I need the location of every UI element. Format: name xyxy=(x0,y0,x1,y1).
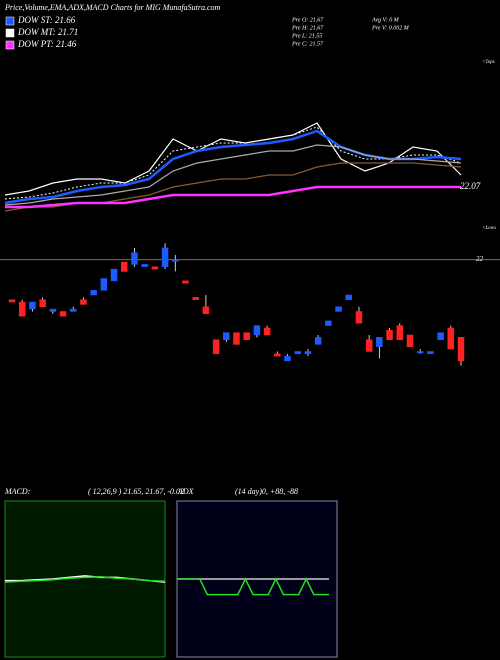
info-text: Pre H: 21.67 xyxy=(291,25,324,31)
candle-body xyxy=(396,325,404,340)
lows-label: <Lows xyxy=(482,226,496,231)
line-signal xyxy=(4,575,166,583)
info-text: Pre V: 0.002 M xyxy=(371,25,410,31)
candle-body xyxy=(233,332,240,345)
candle-body xyxy=(202,306,210,315)
info-text: Pre O: 21.67 xyxy=(291,17,324,23)
candle-body xyxy=(304,351,312,355)
macd-panel xyxy=(4,500,166,658)
candle-body xyxy=(314,337,322,345)
candle-body xyxy=(416,351,424,354)
candle-body xyxy=(223,332,230,340)
candle-body xyxy=(80,299,87,305)
candle-body xyxy=(29,301,36,310)
legend-swatch xyxy=(5,16,15,26)
legend-label: DOW MT: 21.71 xyxy=(17,27,78,37)
candle-body xyxy=(100,278,108,291)
candle-body xyxy=(59,311,67,317)
candle-body xyxy=(406,334,414,348)
candle-body xyxy=(90,290,97,296)
candle-body xyxy=(110,268,118,282)
candle-body xyxy=(284,355,291,362)
candle-body xyxy=(447,327,455,350)
info-text: Pre L: 21.55 xyxy=(291,33,322,39)
candle-body xyxy=(386,330,393,340)
candle-body xyxy=(182,280,189,284)
candle-body xyxy=(212,339,220,355)
line-ema-short xyxy=(4,126,462,200)
chart-title: Price,Volume,EMA,ADX,MACD Charts for MIG… xyxy=(4,3,221,12)
candle-body xyxy=(355,311,363,324)
candle-body xyxy=(192,297,199,300)
candle-body xyxy=(365,339,373,352)
line-price xyxy=(4,122,462,196)
candle-body xyxy=(243,332,250,340)
info-text: Avg V: 0 M xyxy=(371,17,400,23)
candle-body xyxy=(345,294,352,300)
candle-body xyxy=(263,327,271,336)
candle-body xyxy=(18,301,26,317)
adx-params: (14 day)0, +88, -88 xyxy=(235,487,298,496)
candle-body xyxy=(121,261,128,272)
price-label: 22.07 xyxy=(460,181,481,191)
candle-body xyxy=(161,247,169,268)
candle-body xyxy=(427,351,434,355)
legend-label: DOW ST: 21.66 xyxy=(17,15,76,25)
candle-body xyxy=(151,266,159,270)
line-ema-long xyxy=(4,144,462,206)
candle-body xyxy=(457,337,465,362)
candle-body xyxy=(49,308,57,312)
candle-body xyxy=(437,332,444,340)
candle-body xyxy=(172,259,179,262)
macd-params: ( 12,26,9 ) 21.65, 21.67, -0.02 xyxy=(88,487,184,496)
candle-body xyxy=(253,325,261,336)
candle-body xyxy=(335,306,342,312)
macd-title: MACD: xyxy=(4,487,31,496)
candle-body xyxy=(69,308,77,312)
candle-body xyxy=(131,252,138,265)
candle-body xyxy=(294,351,301,355)
candle-body xyxy=(325,320,332,326)
tops-label: <Tops xyxy=(482,60,495,65)
legend-swatch xyxy=(5,40,15,50)
info-text: Pre C: 21.57 xyxy=(291,41,324,47)
level-label: 22 xyxy=(476,255,484,263)
candle-body xyxy=(376,337,383,348)
line-dow-pt xyxy=(5,185,461,209)
legend-label: DOW PT: 21.46 xyxy=(17,39,77,49)
candle-body xyxy=(8,299,16,303)
line-di xyxy=(177,577,329,596)
candle-body xyxy=(39,299,46,308)
candle-body xyxy=(274,353,281,357)
legend-swatch xyxy=(5,28,15,38)
candle-body xyxy=(141,264,148,268)
adx-title: ADX xyxy=(177,487,195,496)
